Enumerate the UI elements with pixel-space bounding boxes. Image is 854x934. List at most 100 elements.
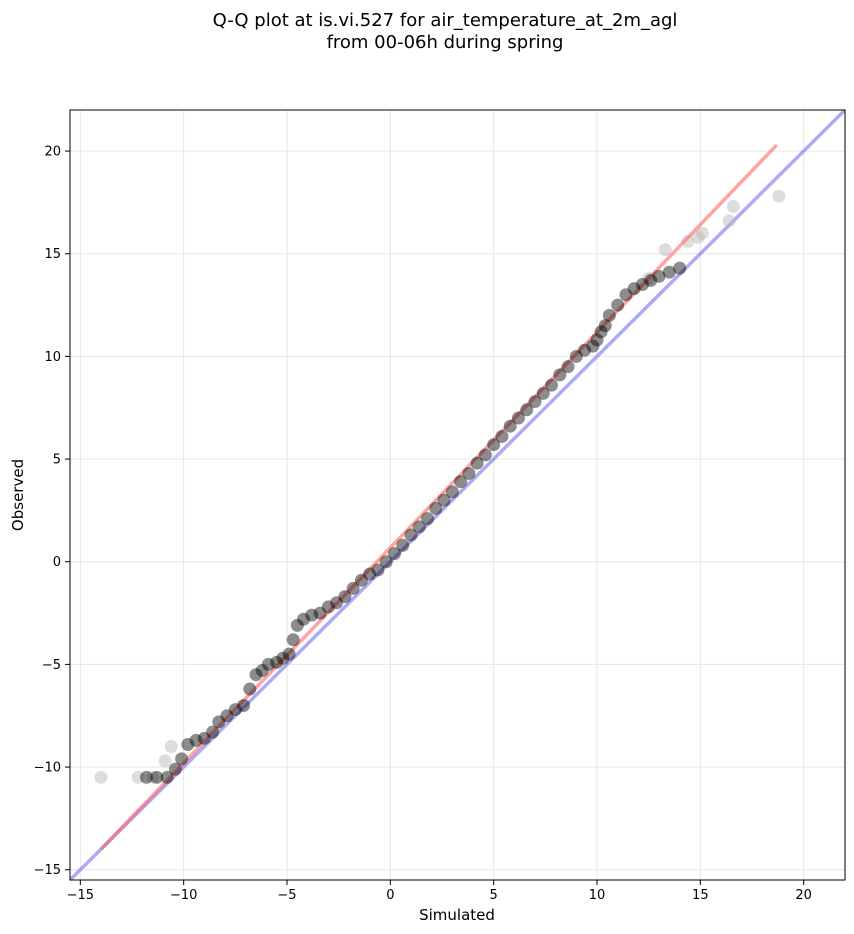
light-point bbox=[164, 740, 178, 754]
x-tick-label: 5 bbox=[490, 888, 498, 903]
data-point bbox=[354, 573, 368, 587]
x-axis-ticks: −15 −10 −5 0 5 10 15 20 bbox=[67, 880, 812, 903]
data-point bbox=[602, 308, 616, 322]
data-point bbox=[305, 608, 319, 622]
light-point bbox=[695, 226, 709, 240]
data-point bbox=[578, 343, 592, 357]
data-point bbox=[276, 651, 290, 665]
y-tick-label: 10 bbox=[44, 350, 61, 365]
data-point bbox=[586, 339, 600, 353]
data-point bbox=[511, 411, 525, 425]
data-point bbox=[619, 288, 633, 302]
data-point bbox=[627, 282, 641, 296]
data-point bbox=[673, 261, 687, 275]
y-tick-label: 0 bbox=[53, 555, 61, 570]
data-point bbox=[338, 590, 352, 604]
chart-title-line1: Q-Q plot at is.vi.527 for air_temperatur… bbox=[213, 10, 678, 31]
data-point bbox=[590, 333, 604, 347]
y-tick-label: −15 bbox=[34, 863, 61, 878]
x-tick-label: −5 bbox=[277, 888, 296, 903]
fit-line bbox=[99, 143, 779, 851]
light-point bbox=[94, 770, 108, 784]
data-point bbox=[282, 647, 296, 661]
data-point bbox=[270, 655, 284, 669]
data-point bbox=[553, 368, 567, 382]
data-point bbox=[644, 273, 658, 287]
light-point bbox=[146, 770, 160, 784]
light-point bbox=[722, 214, 736, 228]
data-point bbox=[569, 349, 583, 363]
y-tick-label: −10 bbox=[34, 761, 61, 776]
grid-lines bbox=[70, 110, 845, 880]
data-point bbox=[313, 606, 327, 620]
data-point bbox=[478, 448, 492, 462]
y-axis-ticks: −15 −10 −5 0 5 10 15 20 bbox=[34, 145, 70, 878]
x-axis-label: Simulated bbox=[419, 906, 495, 924]
data-point bbox=[346, 581, 360, 595]
data-point bbox=[237, 698, 251, 712]
data-point bbox=[470, 456, 484, 470]
y-axis-label: Observed bbox=[9, 459, 27, 531]
chart-title-line2: from 00-06h during spring bbox=[327, 32, 564, 53]
data-point bbox=[387, 547, 401, 561]
data-point bbox=[261, 657, 275, 671]
y-tick-label: 15 bbox=[44, 247, 61, 262]
data-point bbox=[437, 493, 451, 507]
data-point bbox=[379, 555, 393, 569]
data-point bbox=[520, 403, 534, 417]
light-point bbox=[726, 200, 740, 214]
data-point bbox=[536, 386, 550, 400]
identity-line bbox=[70, 110, 845, 880]
data-point bbox=[189, 733, 203, 747]
y-tick-label: 5 bbox=[53, 453, 61, 468]
data-point bbox=[321, 600, 335, 614]
plot-area bbox=[70, 110, 845, 880]
data-point bbox=[445, 485, 459, 499]
data-point bbox=[197, 731, 211, 745]
y-tick-label: 20 bbox=[44, 145, 61, 160]
data-point bbox=[421, 512, 435, 526]
data-point bbox=[160, 770, 174, 784]
data-point bbox=[363, 567, 377, 581]
data-point bbox=[487, 438, 501, 452]
data-point bbox=[175, 752, 189, 766]
x-tick-label: 15 bbox=[692, 888, 709, 903]
data-point bbox=[652, 269, 666, 283]
data-point bbox=[396, 538, 410, 552]
data-point bbox=[495, 429, 509, 443]
plot-frame bbox=[69, 109, 846, 881]
x-tick-label: −15 bbox=[67, 888, 94, 903]
data-point bbox=[286, 633, 300, 647]
light-point bbox=[158, 754, 172, 768]
data-point bbox=[255, 664, 269, 678]
data-point bbox=[545, 378, 559, 392]
data-point bbox=[371, 563, 385, 577]
data-point bbox=[561, 360, 575, 374]
data-point bbox=[404, 528, 418, 542]
x-tick-label: 10 bbox=[589, 888, 606, 903]
data-point bbox=[228, 703, 242, 717]
data-point bbox=[290, 618, 304, 632]
data-point bbox=[206, 725, 220, 739]
data-point bbox=[243, 682, 257, 696]
y-tick-label: −5 bbox=[42, 658, 61, 673]
x-tick-label: 0 bbox=[386, 888, 394, 903]
light-point bbox=[658, 243, 672, 257]
data-point bbox=[503, 419, 517, 433]
data-point bbox=[611, 298, 625, 312]
data-point bbox=[168, 762, 182, 776]
data-point bbox=[429, 501, 443, 515]
data-point bbox=[635, 278, 649, 292]
data-point bbox=[212, 715, 226, 729]
data-point bbox=[330, 596, 344, 610]
light-point bbox=[772, 189, 786, 203]
data-point bbox=[139, 770, 153, 784]
light-point bbox=[131, 770, 145, 784]
x-tick-label: −10 bbox=[170, 888, 197, 903]
data-point bbox=[297, 612, 311, 626]
data-point bbox=[528, 395, 542, 409]
data-point bbox=[412, 520, 426, 534]
data-points bbox=[139, 261, 687, 784]
data-point bbox=[150, 770, 164, 784]
